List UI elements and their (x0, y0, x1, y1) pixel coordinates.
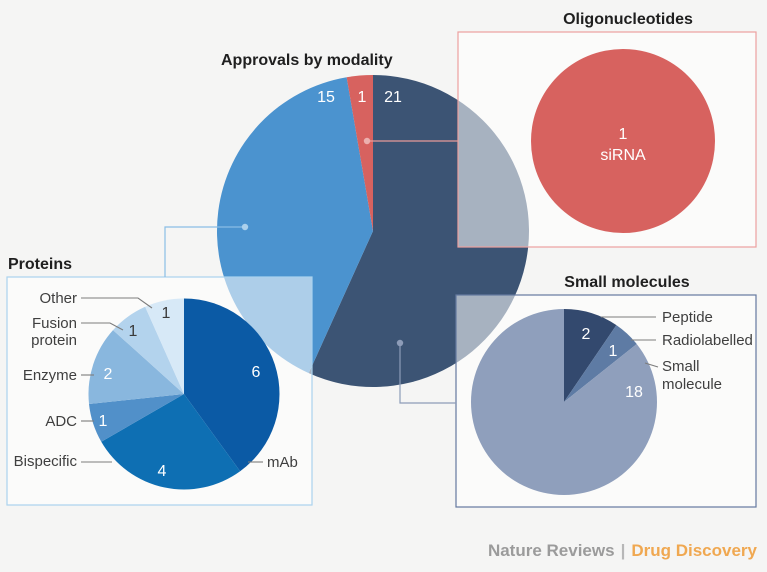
proteins-label-enzyme: Enzyme (23, 367, 77, 384)
oligonucleotides-connector-dot (363, 137, 371, 145)
proteins-slice-enzyme (88, 330, 184, 404)
proteins-title: Proteins (8, 256, 72, 273)
oligonucleotides-slice-sirna (531, 49, 715, 233)
small_molecules-value-radiolabelled: 1 (609, 343, 618, 360)
small_molecules-label-line2: molecule (662, 376, 722, 393)
proteins-label-other: Other (39, 290, 77, 307)
proteins-value-enzyme: 2 (104, 366, 113, 383)
proteins-label-line-other (81, 297, 153, 309)
small_molecules-label-line1: Small (662, 358, 700, 375)
small-molecules-connector-line (399, 343, 456, 404)
approvals_by_modality-value-proteins: 15 (317, 89, 335, 106)
proteins-slice-mab (184, 298, 280, 472)
proteins-slice-adc (89, 394, 184, 442)
oligonucleotides-pie-chart: 1 siRNA (531, 49, 715, 233)
approvals_by_modality-value-small-molecules: 21 (384, 89, 402, 106)
proteins-value-mab: 6 (252, 364, 261, 381)
small_molecules-label-radiolabelled: Radiolabelled (662, 332, 753, 349)
small_molecules-value-small-molecule: 18 (625, 384, 643, 401)
main-pie-title: Approvals by modality (221, 52, 393, 69)
proteins-slice-bispecific (101, 394, 241, 490)
footer-journal-text: Drug Discovery (631, 541, 757, 560)
proteins-label-adc: ADC (45, 413, 77, 430)
small-molecules-connector-dot (396, 339, 404, 347)
approvals_by_modality-value-oligonucleotides: 1 (358, 89, 367, 106)
proteins-connector-dot (241, 223, 249, 231)
small_molecules-slice-radiolabelled (564, 325, 637, 402)
proteins-connector-line (164, 226, 245, 277)
proteins-label-line-fusion-protein (81, 322, 124, 331)
proteins-slice-other (145, 298, 184, 394)
small_molecules-value-peptide: 2 (582, 326, 591, 343)
approvals_by_modality-slice-oligonucleotides (346, 74, 373, 231)
oligonucleotides-center-label: siRNA (600, 147, 646, 164)
proteins-value-bispecific: 4 (158, 463, 167, 480)
proteins-label-line2: protein (31, 332, 77, 349)
proteins-label-bispecific: Bispecific (14, 453, 78, 470)
small_molecules-label-line-small-molecule (644, 362, 659, 368)
proteins-value-other: 1 (162, 305, 171, 322)
small_molecules-slice-small-molecule (470, 309, 657, 495)
proteins-label-line1: Fusion (32, 315, 77, 332)
proteins-pie-chart: 6 4 1 2 1 1 mAb Bispecific ADC Enzyme Fusion protei… (14, 290, 298, 490)
small-molecules-title: Small molecules (564, 274, 689, 291)
proteins-value-fusion-protein: 1 (129, 323, 138, 340)
small_molecules-label-small-molecule: Small molecule (662, 358, 722, 393)
proteins-label-fusion-protein: Fusion protein (31, 315, 77, 349)
proteins-label-mab: mAb (267, 454, 298, 471)
small_molecules-label-peptide: Peptide (662, 309, 713, 326)
proteins-slice-fusion-protein (113, 306, 184, 394)
footer-brand-text: Nature Reviews (488, 541, 615, 560)
footer-separator: | (621, 541, 626, 560)
journal-footer: Nature Reviews | Drug Discovery (488, 541, 758, 560)
small-molecules-pie-chart: 2 1 18 Peptide Radiolabelled Small molecule (470, 308, 753, 495)
small_molecules-slice-peptide (564, 308, 617, 402)
oligonucleotides-title: Oligonucleotides (563, 11, 693, 28)
oligonucleotides-center-value: 1 (619, 126, 628, 143)
proteins-value-adc: 1 (99, 413, 108, 430)
